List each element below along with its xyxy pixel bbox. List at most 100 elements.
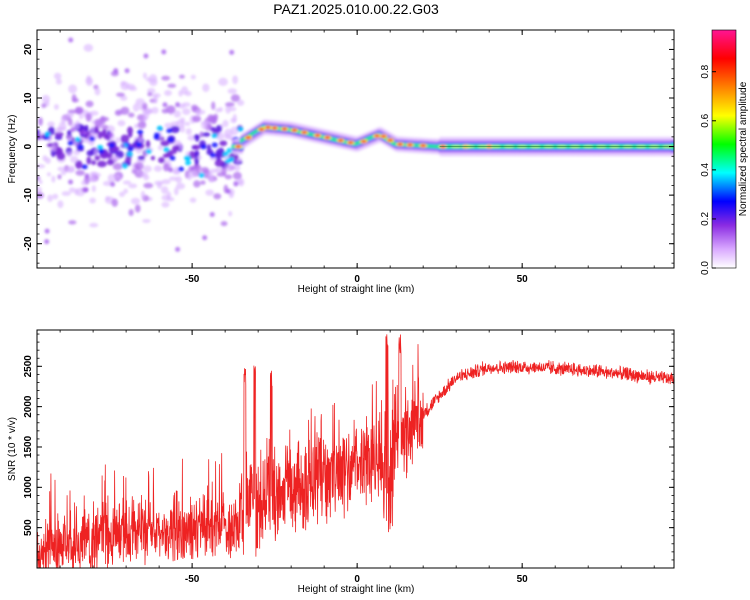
spectral-blob (37, 129, 41, 135)
spectral-blob (167, 136, 174, 142)
x-tick-label: -50 (185, 274, 200, 285)
spectral-blob (380, 134, 387, 138)
spectral-blob (51, 175, 56, 183)
spectral-blob (164, 122, 174, 129)
spectral-blob (209, 212, 215, 218)
spectral-blob (222, 119, 229, 128)
spectral-blob (68, 220, 77, 225)
spectral-blob (53, 103, 59, 110)
x-tick-label: 0 (354, 274, 360, 285)
spectral-blob (131, 168, 137, 174)
spectral-blob (291, 128, 298, 132)
spectral-blob (67, 117, 73, 126)
y-tick-label: -20 (23, 236, 34, 251)
spectral-blob (91, 160, 97, 166)
spectral-blob (265, 126, 271, 129)
x-tick-label: 50 (517, 574, 529, 585)
spectral-blob (67, 140, 74, 146)
spectral-blob (81, 180, 86, 186)
spectral-blob (228, 211, 233, 217)
spectral-blob (374, 134, 380, 138)
spectral-blob (214, 159, 224, 167)
spectral-blob (193, 180, 201, 188)
spectral-blob (60, 170, 67, 176)
spectral-blob (189, 197, 197, 203)
spectral-blob (86, 156, 92, 165)
spectral-blob (57, 174, 62, 180)
spectral-blob (220, 221, 228, 227)
spectral-blob (65, 112, 74, 119)
spectral-blob (97, 144, 104, 150)
spectral-blob (51, 143, 57, 152)
spectral-blob (167, 83, 177, 88)
spectral-blob (173, 110, 181, 118)
spectral-blob (75, 169, 85, 176)
spectral-blob (173, 187, 179, 196)
spectral-blob (37, 117, 43, 126)
y-tick-label: 0 (23, 143, 34, 149)
spectral-blob (140, 172, 148, 178)
spectral-blob (85, 77, 93, 87)
spectral-blob (233, 163, 241, 172)
spectral-blob (338, 139, 344, 142)
spectral-blob (184, 155, 191, 161)
spectral-blob (361, 139, 367, 143)
spectral-blob (37, 164, 46, 169)
spectral-blob (202, 132, 211, 137)
spectral-blob (74, 137, 81, 143)
spectral-blob (128, 112, 135, 118)
spectral-blob (116, 92, 125, 97)
spectral-blob (68, 84, 78, 94)
spectral-blob (145, 140, 151, 149)
spectral-blob (94, 155, 101, 161)
spectral-blob (174, 144, 180, 151)
spectral-blob (225, 104, 231, 114)
snr-axes: -50 0 50 500 1000 1500 2000 2500 (23, 330, 674, 585)
spectral-blob (161, 179, 171, 185)
spectral-blob (200, 144, 207, 150)
spectral-blob (161, 201, 170, 208)
spectral-blob (114, 174, 121, 180)
spectral-blob (213, 193, 222, 200)
spectral-blob (166, 128, 173, 134)
spectral-blob (106, 159, 115, 166)
spectral-blob (232, 171, 242, 180)
spectral-blob (83, 187, 89, 193)
spectral-blob (56, 126, 67, 131)
spectral-blob (229, 49, 235, 55)
spectral-blob (89, 197, 96, 204)
spectral-blob (75, 107, 83, 115)
spectral-blob (194, 150, 199, 158)
spectral-blob (214, 108, 222, 113)
spectral-blob (198, 172, 205, 178)
spectral-blob (98, 148, 105, 154)
spectral-blob (68, 179, 74, 185)
snr-series-line (37, 334, 674, 568)
spectral-blob (53, 72, 62, 80)
spectral-blob (196, 155, 202, 160)
spectral-blob (188, 171, 198, 178)
spectral-blob (120, 134, 130, 144)
spectral-blob (226, 147, 233, 153)
spectral-blob (211, 133, 218, 139)
spectral-blob (102, 181, 113, 186)
spectral-blob (115, 150, 124, 159)
spectral-blob (142, 116, 148, 121)
spectral-blob (142, 72, 147, 79)
spectral-blob (233, 181, 239, 187)
spectral-blob (143, 53, 149, 59)
y-tick-label: 1000 (23, 476, 34, 499)
snr-ylabel: SNR (10 * v/v) (7, 417, 18, 481)
y-tick-label: 1500 (23, 435, 34, 458)
spectral-blob (120, 143, 126, 149)
spectral-blob (237, 126, 244, 132)
spectral-blob (347, 141, 354, 145)
spectral-blob (45, 157, 51, 164)
spectral-blob (195, 164, 202, 171)
spectral-blob (222, 151, 229, 157)
spectral-blob (107, 173, 116, 183)
spectral-blob (110, 181, 116, 187)
spectral-blob (81, 130, 87, 136)
spectrogram-plot (37, 37, 674, 252)
